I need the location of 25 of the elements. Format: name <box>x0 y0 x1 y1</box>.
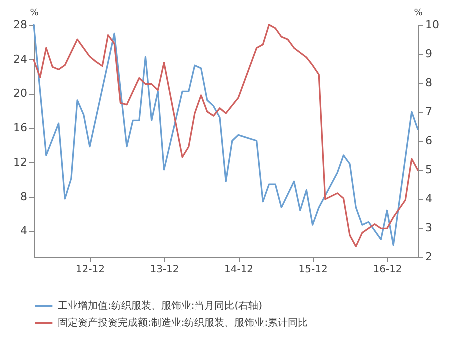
y-tick-label: 8 <box>20 190 28 204</box>
x-tick-label: 16-12 <box>373 264 402 276</box>
legend-label: 固定资产投资完成额:制造业:纺织服装、服饰业:累计同比 <box>58 317 308 329</box>
x-tick-label: 15-12 <box>298 264 328 276</box>
y-tick-label: 20 <box>14 87 28 100</box>
y2-tick-label: 8 <box>426 76 432 90</box>
y2-tick-label: 5 <box>426 164 432 176</box>
y-tick-label: 4 <box>20 224 28 238</box>
x-tick-label: 13-12 <box>150 264 180 276</box>
y2-tick-label: 6 <box>426 134 432 148</box>
legend-label: 工业增加值:纺织服装、服饰业:当月同比(右轴) <box>58 300 263 312</box>
y-axis-title: % <box>30 8 40 18</box>
y-tick-label: 24 <box>14 52 28 66</box>
y-tick-label: 16 <box>14 122 28 135</box>
y2-tick-label: 10 <box>426 18 440 32</box>
x-tick-label: 12-12 <box>76 264 105 276</box>
y2-tick-label: 9 <box>426 48 432 60</box>
y-tick-label: 12 <box>14 156 28 169</box>
y2-axis-title: % <box>414 8 424 18</box>
y2-tick-label: 7 <box>426 106 432 118</box>
y2-tick-label: 2 <box>426 250 432 264</box>
y-tick-label: 28 <box>14 18 28 32</box>
y2-tick-label: 3 <box>426 222 432 234</box>
y2-tick-label: 4 <box>426 192 432 206</box>
x-tick-label: 14-12 <box>224 264 254 276</box>
